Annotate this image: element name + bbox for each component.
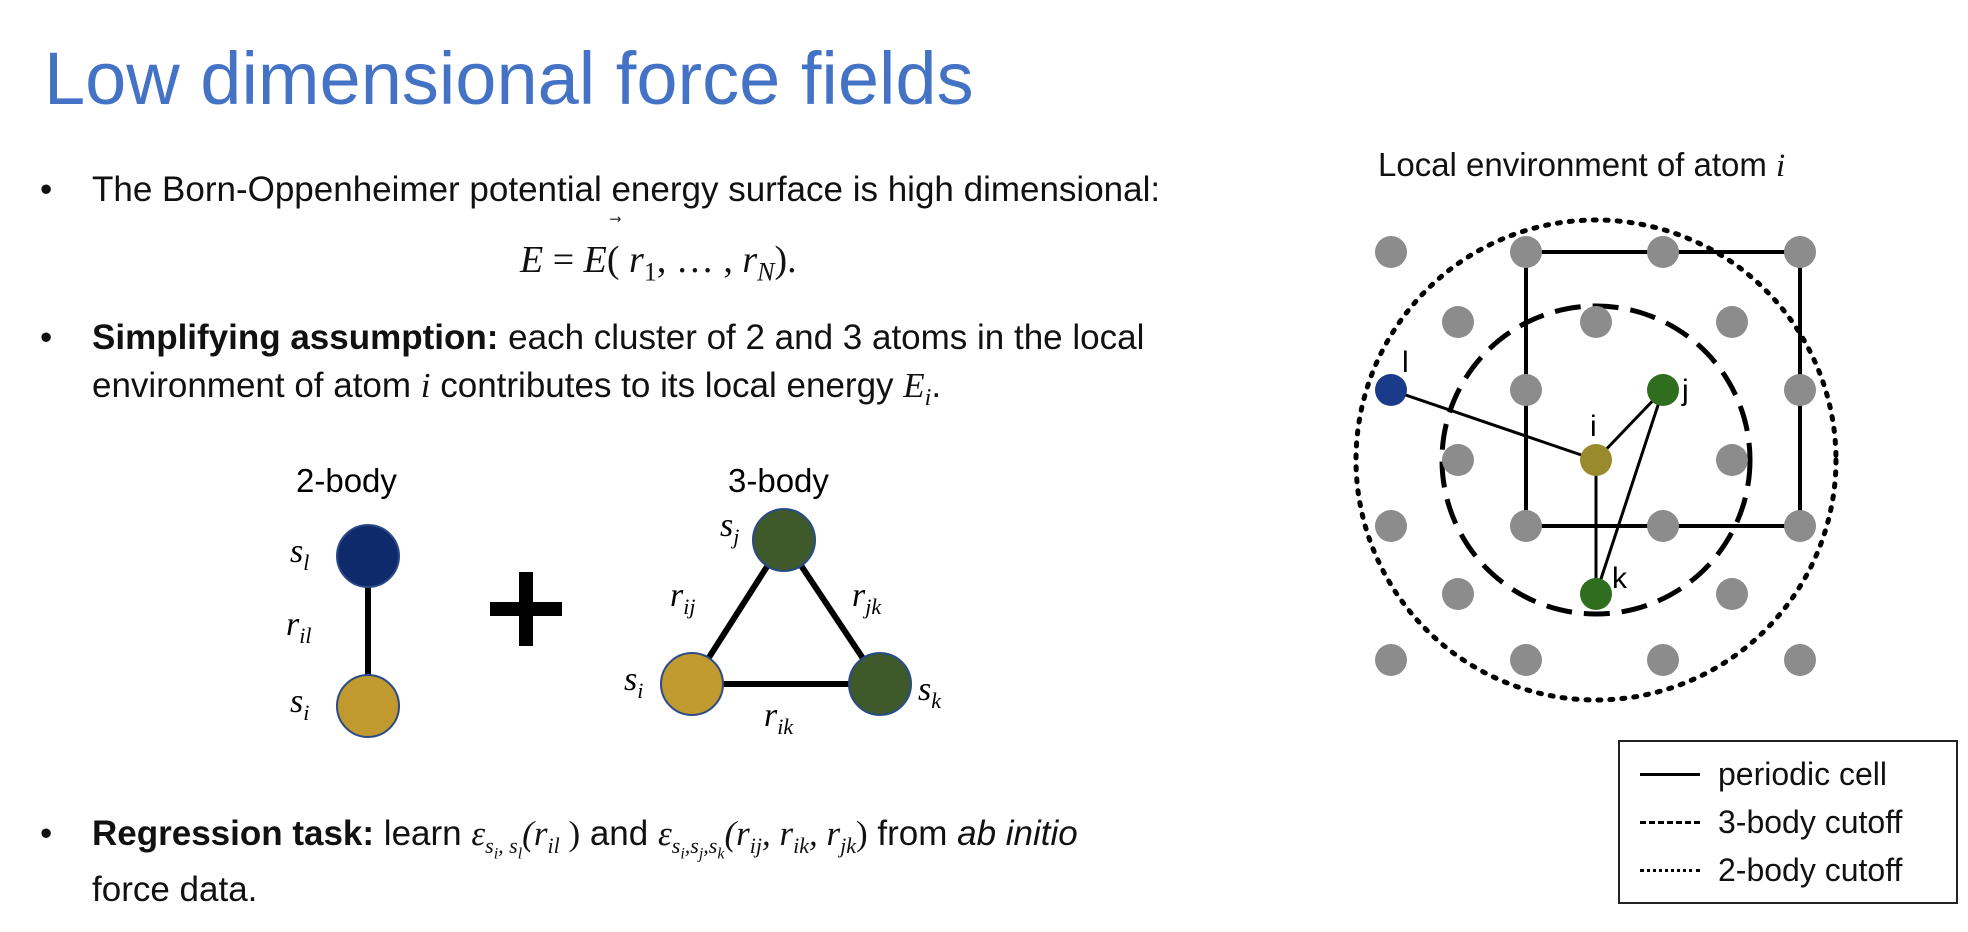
three-body-label: 3-body <box>728 462 829 499</box>
bond-j-k <box>1594 389 1665 595</box>
lattice-atom <box>1784 374 1816 406</box>
lattice-atom <box>1442 578 1474 610</box>
three-body-triangle <box>686 534 886 687</box>
bullet-2-text: each cluster of 2 and 3 atoms in the loc… <box>498 318 1145 357</box>
lattice-atom <box>1510 236 1542 268</box>
r-ik-label: rik <box>764 697 794 739</box>
r-ij-label: rij <box>670 577 695 619</box>
atom-s-k <box>848 652 912 716</box>
solid-line-swatch <box>1640 772 1700 776</box>
local-environment-diagram: l i j k <box>1353 217 1839 703</box>
lattice-atom <box>1510 374 1542 406</box>
atom-l <box>1375 374 1407 406</box>
two-body-cutoff-circle <box>1353 217 1839 703</box>
two-body-label: 2-body <box>296 462 397 499</box>
bullet-2-heading: Simplifying assumption: <box>92 318 499 357</box>
lattice-atom <box>1580 306 1612 338</box>
s-i-label: si <box>290 683 309 725</box>
s-i-3b-label: si <box>624 661 643 703</box>
atom-i-label: i <box>1590 410 1597 443</box>
bullet-1-text: The Born-Oppenheimer potential energy su… <box>92 170 1161 209</box>
energy-equation: E = E( r⃗1, … , rN). <box>520 239 797 287</box>
lattice-atom <box>1375 236 1407 268</box>
bond-i-j <box>1594 388 1665 462</box>
atom-j-label: j <box>1681 374 1689 407</box>
atom-s-l <box>336 524 400 588</box>
lattice-atom <box>1647 644 1679 676</box>
bullet-3-heading: Regression task: <box>92 814 375 853</box>
lattice-atom <box>1784 510 1816 542</box>
bond-l-i <box>1390 388 1597 462</box>
atom-i <box>1580 444 1612 476</box>
lattice-atom <box>1784 644 1816 676</box>
dashed-line-swatch <box>1640 820 1700 824</box>
lattice-atom <box>1716 306 1748 338</box>
s-l-label: sl <box>290 533 309 575</box>
atom-l-label: l <box>1402 346 1409 379</box>
atom-j <box>1647 374 1679 406</box>
lattice-atom <box>1510 510 1542 542</box>
bullet-marker: • <box>40 814 53 853</box>
r-jk-label: rjk <box>852 577 882 619</box>
lattice-atom <box>1647 510 1679 542</box>
lattice-atom <box>1510 644 1542 676</box>
legend-item-periodic-cell: periodic cell <box>1640 752 1887 796</box>
body-diagrams: 2-body sl ril si 3-body sj rij rjk si sk… <box>286 462 942 739</box>
slide-title: Low dimensional force fields <box>44 37 974 120</box>
bullet-marker: • <box>40 318 53 357</box>
legend-box: periodic cell 3-body cutoff 2-body cutof… <box>1618 740 1958 904</box>
grey-atoms <box>1375 236 1816 676</box>
lattice-atom <box>1716 578 1748 610</box>
dotted-line-swatch <box>1640 868 1700 872</box>
atom-s-j <box>752 508 816 572</box>
lattice-atom <box>1716 444 1748 476</box>
lattice-atom <box>1442 444 1474 476</box>
local-env-title: Local environment of atom i <box>1378 146 1786 184</box>
bullet-marker: • <box>40 170 53 209</box>
lattice-atom <box>1375 510 1407 542</box>
lattice-atom <box>1784 236 1816 268</box>
lattice-atom <box>1375 644 1407 676</box>
s-k-label: sk <box>918 671 942 713</box>
lattice-atom <box>1647 236 1679 268</box>
legend-item-2-body-cutoff: 2-body cutoff <box>1640 848 1902 892</box>
legend-item-3-body-cutoff: 3-body cutoff <box>1640 800 1902 844</box>
atom-k-label: k <box>1612 562 1628 595</box>
atom-k <box>1580 578 1612 610</box>
plus-sign-v <box>519 572 533 646</box>
lattice-atom <box>1442 306 1474 338</box>
s-j-label: sj <box>720 507 739 549</box>
atom-s-i <box>336 674 400 738</box>
r-il-label: ril <box>286 606 311 648</box>
atom-s-i-3b <box>660 652 724 716</box>
